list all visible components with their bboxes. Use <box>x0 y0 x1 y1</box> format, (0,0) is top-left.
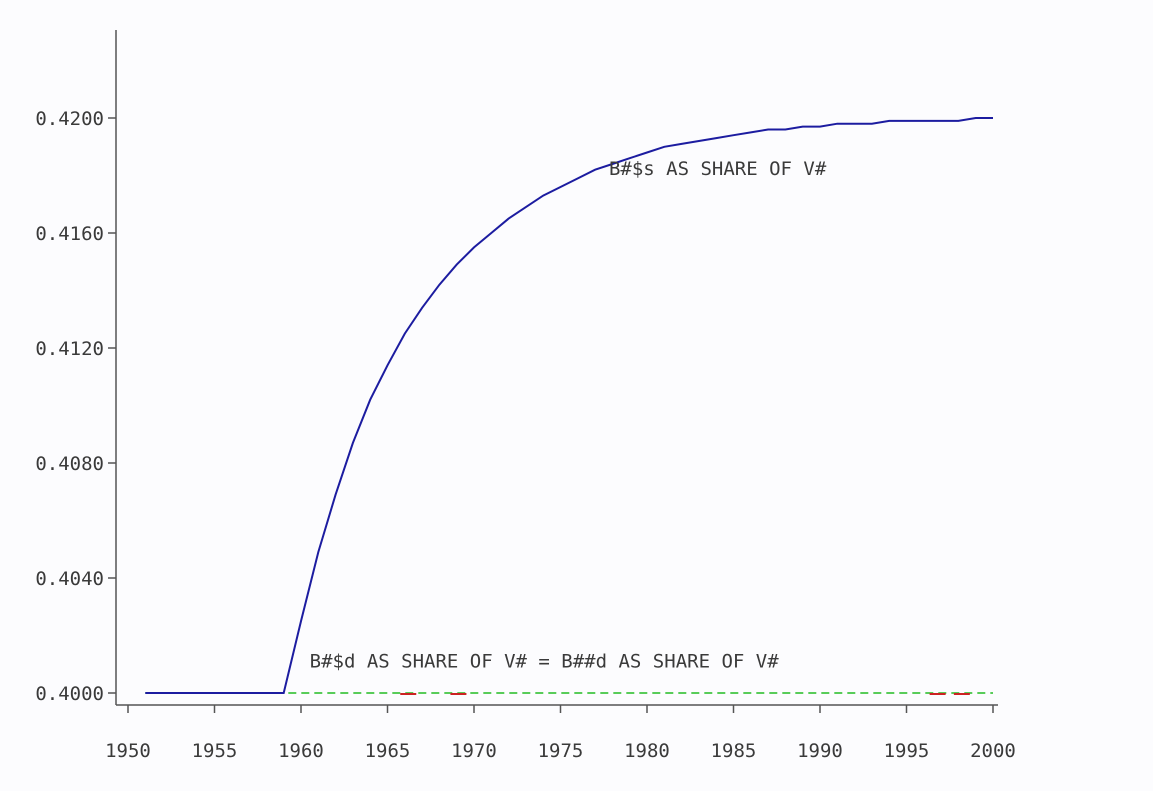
x-tick-label: 1955 <box>192 740 238 762</box>
series-annotation: B#$d AS SHARE OF V# = B##d AS SHARE OF V… <box>310 651 780 673</box>
x-tick-label: 1985 <box>711 740 757 762</box>
x-tick-label: 1990 <box>797 740 843 762</box>
series-annotation: B#$s AS SHARE OF V# <box>609 158 827 180</box>
x-axis-ticks: 1950 1955 1960 1965 1970 1975 1980 1985 1990 1995… <box>105 705 1016 762</box>
x-tick-label: 1975 <box>538 740 584 762</box>
x-tick-label: 1970 <box>451 740 497 762</box>
y-axis-ticks: 0.4000 0.4040 0.4080 0.4120 0.4160 0.4200 <box>35 108 116 705</box>
x-tick-label: 1950 <box>105 740 151 762</box>
series-line-supply-share <box>145 117 993 694</box>
x-tick-label: 1980 <box>624 740 670 762</box>
x-tick-label: 1960 <box>278 740 324 762</box>
y-tick-label: 0.4000 <box>35 683 104 705</box>
x-tick-label: 2000 <box>970 740 1016 762</box>
y-tick-label: 0.4120 <box>35 338 104 360</box>
x-tick-label: 1965 <box>365 740 411 762</box>
series-layer <box>145 117 993 695</box>
annotation-layer: B#$s AS SHARE OF V# B#$d AS SHARE OF V# =… <box>310 158 827 673</box>
y-tick-label: 0.4200 <box>35 108 104 130</box>
y-tick-label: 0.4040 <box>35 568 104 590</box>
x-tick-label: 1995 <box>884 740 930 762</box>
y-tick-label: 0.4160 <box>35 223 104 245</box>
y-tick-label: 0.4080 <box>35 453 104 475</box>
